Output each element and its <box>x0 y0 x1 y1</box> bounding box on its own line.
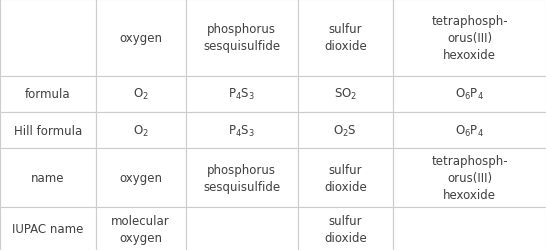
Text: tetraphosph-
orus(III)
hexoxide: tetraphosph- orus(III) hexoxide <box>431 15 508 62</box>
Text: IUPAC name: IUPAC name <box>12 222 84 235</box>
Text: sulfur
dioxide: sulfur dioxide <box>324 214 367 244</box>
Bar <box>298 149 393 208</box>
Text: $\mathregular{O_6P_4}$: $\mathregular{O_6P_4}$ <box>455 123 484 138</box>
Text: $\mathregular{O_2S}$: $\mathregular{O_2S}$ <box>334 123 357 138</box>
Text: tetraphosph-
orus(III)
hexoxide: tetraphosph- orus(III) hexoxide <box>431 155 508 202</box>
Text: oxygen: oxygen <box>119 172 162 184</box>
Text: phosphorus
sesquisulfide: phosphorus sesquisulfide <box>203 23 280 53</box>
Text: $\mathregular{SO_2}$: $\mathregular{SO_2}$ <box>334 87 357 102</box>
Text: $\mathregular{O_2}$: $\mathregular{O_2}$ <box>133 87 149 102</box>
Text: $\mathregular{P_4S_3}$: $\mathregular{P_4S_3}$ <box>228 87 255 102</box>
Text: oxygen: oxygen <box>119 32 162 44</box>
Bar <box>393 112 546 149</box>
Text: sulfur
dioxide: sulfur dioxide <box>324 163 367 193</box>
Bar <box>0 208 96 250</box>
Text: Hill formula: Hill formula <box>14 124 82 137</box>
Bar <box>186 0 298 76</box>
Bar <box>96 149 186 208</box>
Bar <box>186 76 298 112</box>
Bar <box>298 76 393 112</box>
Bar <box>0 0 96 76</box>
Text: $\mathregular{O_2}$: $\mathregular{O_2}$ <box>133 123 149 138</box>
Text: $\mathregular{O_6P_4}$: $\mathregular{O_6P_4}$ <box>455 87 484 102</box>
Bar <box>0 112 96 149</box>
Bar <box>298 208 393 250</box>
Bar <box>186 149 298 208</box>
Bar <box>96 0 186 76</box>
Text: name: name <box>31 172 64 184</box>
Bar <box>393 0 546 76</box>
Bar <box>393 149 546 208</box>
Bar <box>186 112 298 149</box>
Bar <box>96 76 186 112</box>
Bar <box>96 208 186 250</box>
Bar <box>298 112 393 149</box>
Bar <box>393 76 546 112</box>
Text: phosphorus
sesquisulfide: phosphorus sesquisulfide <box>203 163 280 193</box>
Bar <box>298 0 393 76</box>
Bar <box>96 112 186 149</box>
Text: molecular
oxygen: molecular oxygen <box>111 214 170 244</box>
Text: $\mathregular{P_4S_3}$: $\mathregular{P_4S_3}$ <box>228 123 255 138</box>
Bar <box>393 208 546 250</box>
Bar <box>0 76 96 112</box>
Bar <box>0 149 96 208</box>
Text: formula: formula <box>25 88 70 101</box>
Text: sulfur
dioxide: sulfur dioxide <box>324 23 367 53</box>
Bar <box>186 208 298 250</box>
